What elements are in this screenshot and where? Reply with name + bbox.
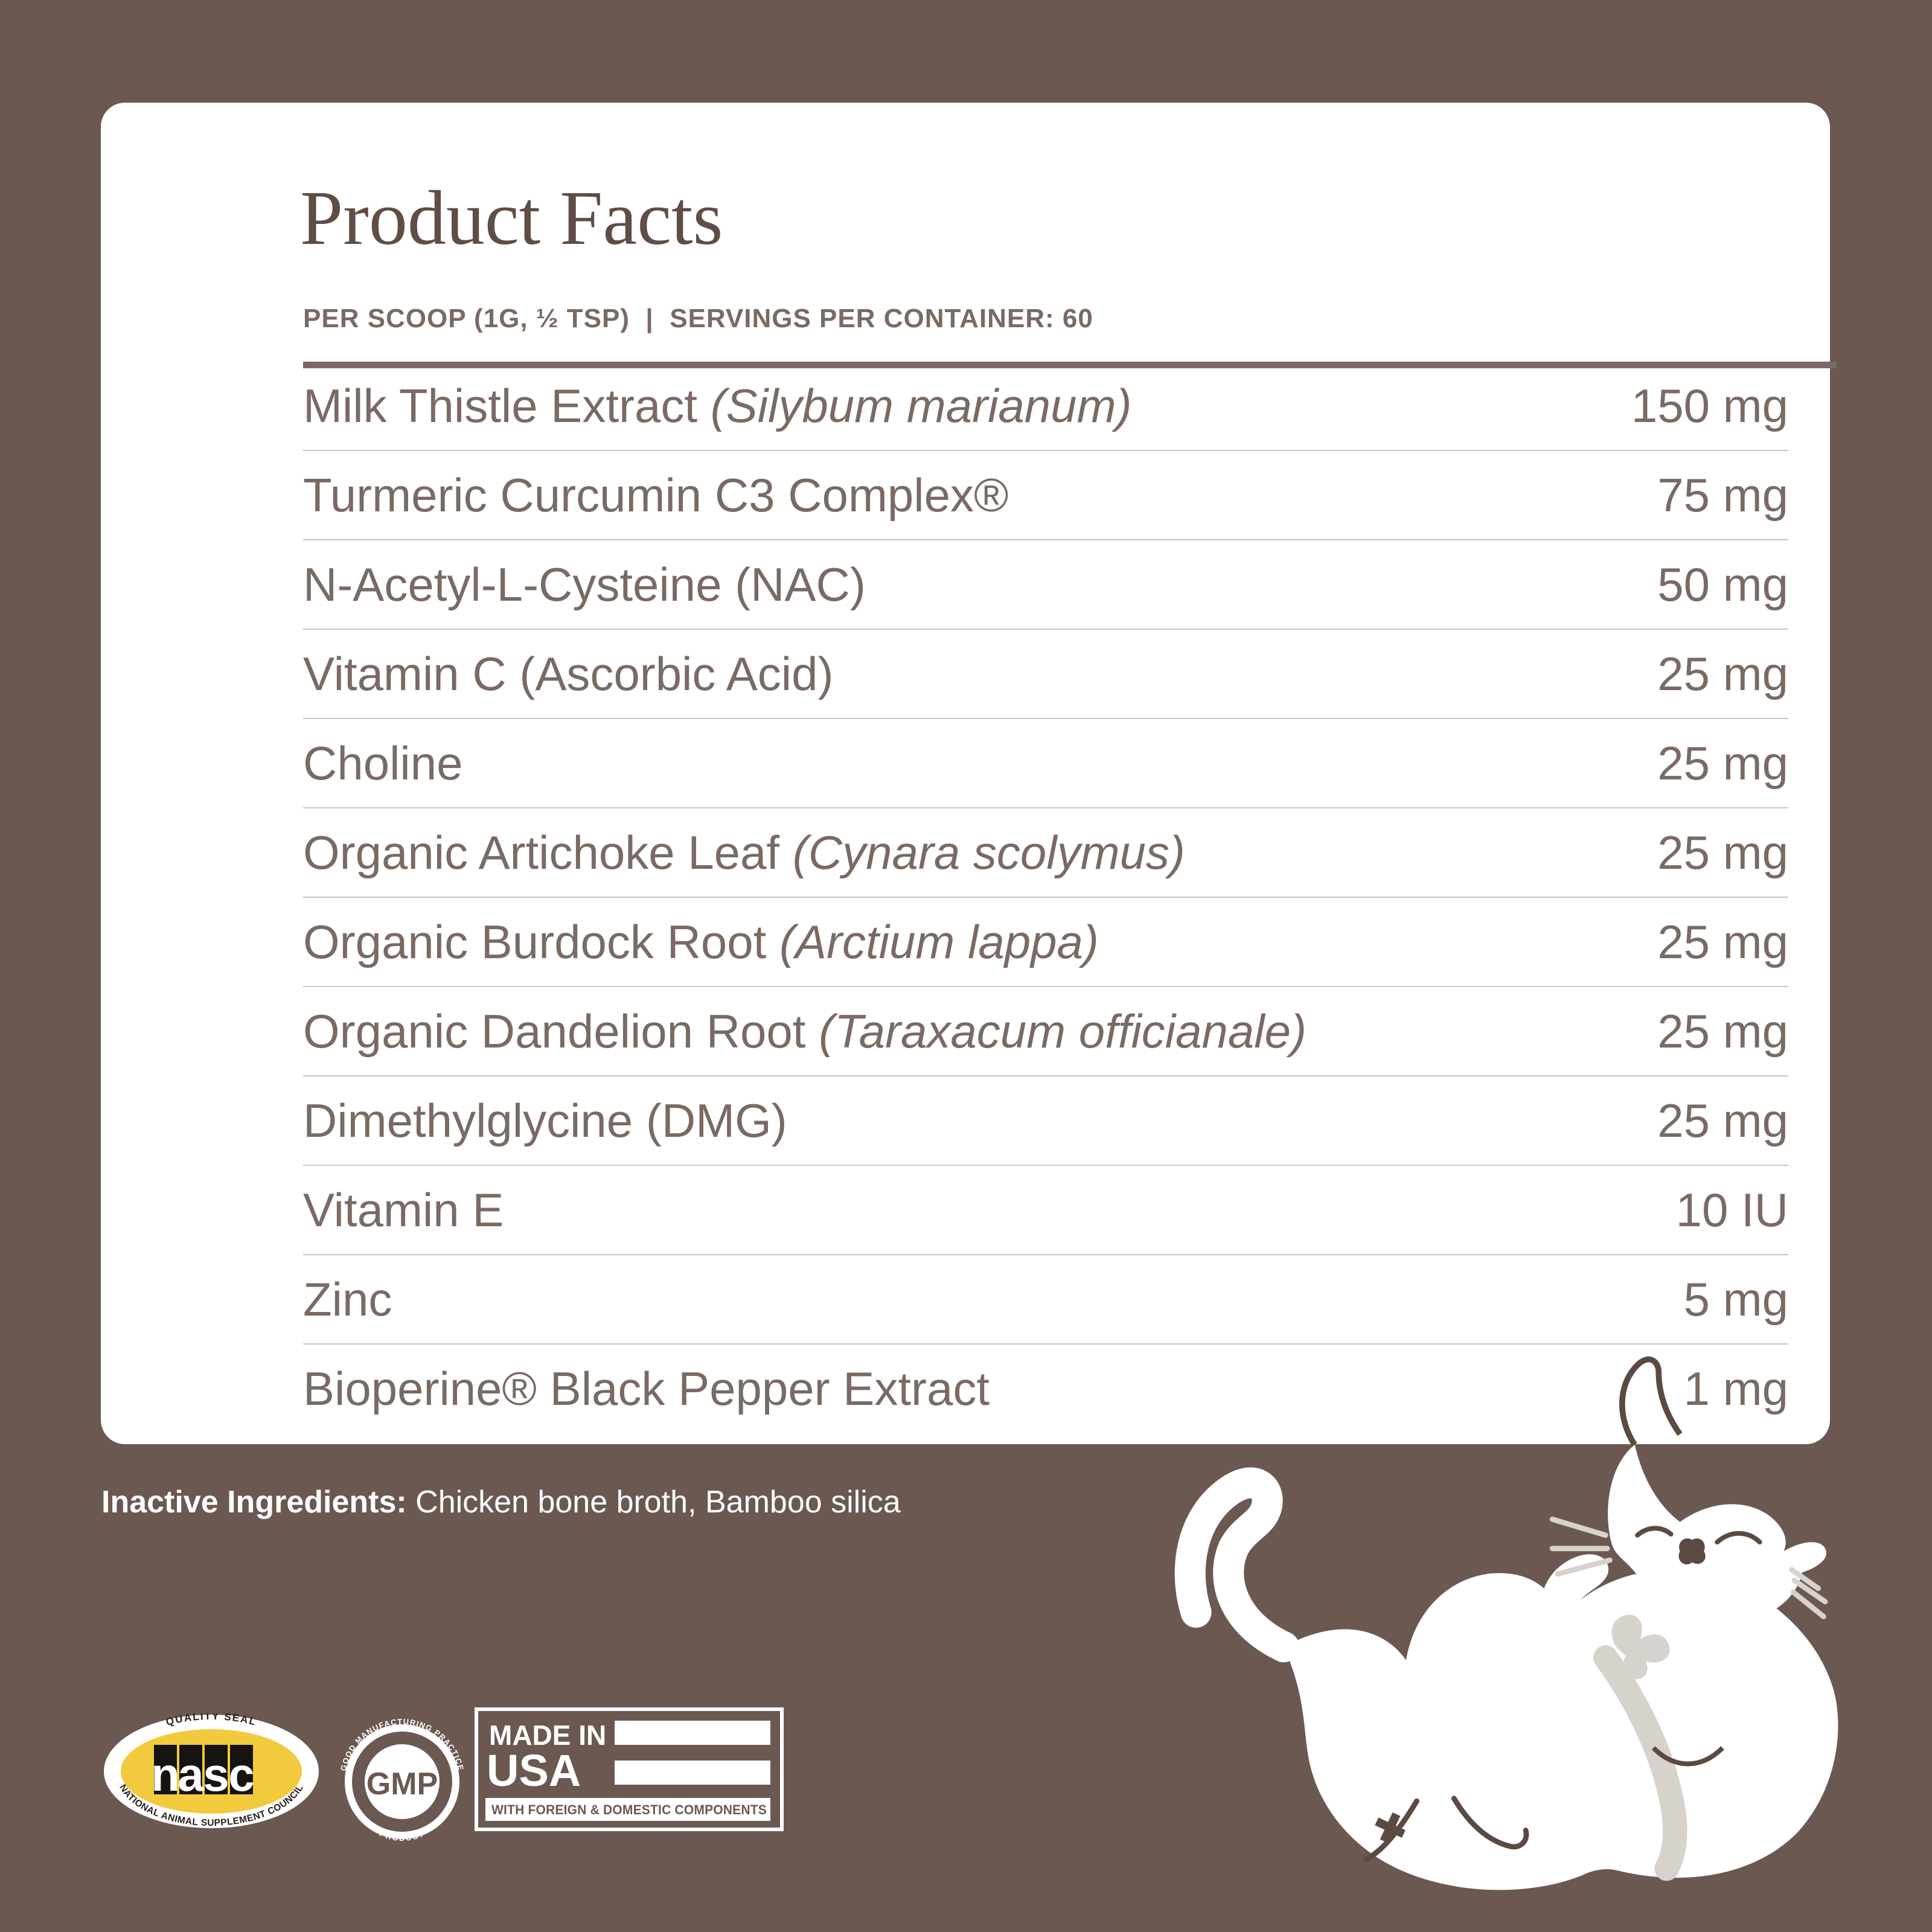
svg-text:n: n: [151, 1748, 180, 1801]
svg-text:c: c: [228, 1748, 254, 1801]
svg-text:WITH FOREIGN & DOMESTIC COMPON: WITH FOREIGN & DOMESTIC COMPONENTS: [491, 1802, 767, 1817]
svg-text:s: s: [203, 1748, 229, 1801]
svg-text:GMP: GMP: [366, 1767, 438, 1802]
svg-text:USA: USA: [487, 1745, 581, 1796]
svg-text:a: a: [178, 1748, 204, 1801]
